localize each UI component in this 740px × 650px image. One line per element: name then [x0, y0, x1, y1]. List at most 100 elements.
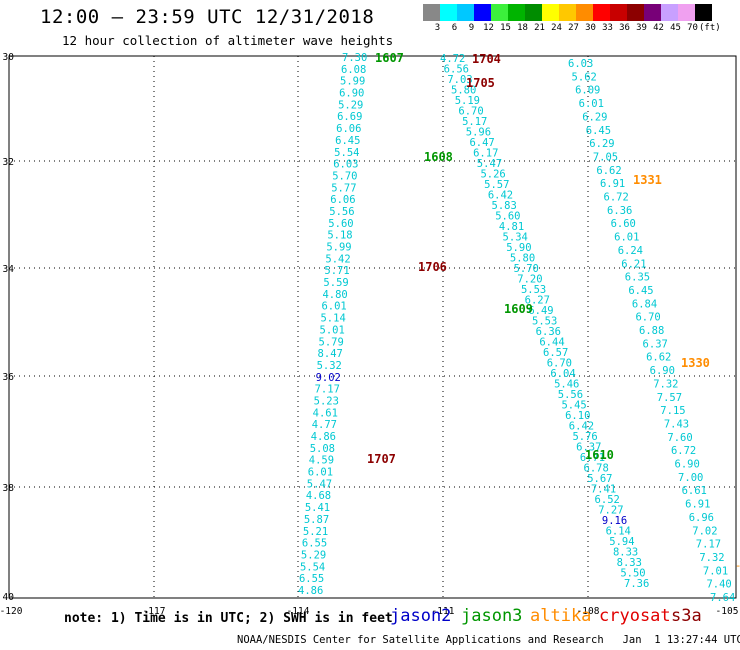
- swh-value-label: 5.62: [572, 71, 597, 83]
- swh-value-label: 6.04: [550, 368, 575, 380]
- color-scale-label: 15: [500, 23, 511, 33]
- color-scale-swatch: [525, 4, 542, 21]
- color-scale-label: 70: [687, 23, 698, 33]
- swh-value-label: 5.53: [521, 284, 546, 296]
- swh-value-label: 5.01: [320, 324, 345, 336]
- color-scale-label: 21: [534, 23, 545, 33]
- swh-value-label: 4.80: [322, 289, 347, 301]
- swh-value-label: 7.27: [598, 505, 623, 517]
- color-scale-label: 24: [551, 23, 562, 33]
- swh-value-label: 4.86: [311, 431, 336, 443]
- swh-value-label: 7.17: [315, 384, 340, 396]
- swh-value-label: 6.72: [671, 445, 696, 457]
- swh-value-label: 6.91: [600, 178, 625, 190]
- color-scale-label: 18: [517, 23, 528, 33]
- color-scale-swatch: [559, 4, 576, 21]
- swh-value-label: 6.72: [604, 192, 629, 204]
- swh-value-label: 6.27: [525, 295, 550, 307]
- pass-id-label: 1331: [633, 173, 662, 187]
- swh-value-label: 6.24: [618, 245, 643, 257]
- color-scale-label: 33: [602, 23, 613, 33]
- swh-value-label: 5.56: [558, 389, 583, 401]
- edge-mark: -: [735, 560, 740, 572]
- swh-value-label: 7.41: [591, 484, 616, 496]
- color-scale-label: 42: [653, 23, 664, 33]
- swh-value-label: 7.15: [660, 405, 685, 417]
- swh-value-label: 8.33: [613, 547, 638, 559]
- swh-value-label: 6.70: [458, 106, 483, 118]
- swh-value-label: 7.64: [710, 592, 735, 604]
- swh-value-label: 5.99: [326, 242, 351, 254]
- pass-id-label: 1609: [504, 302, 533, 316]
- swh-value-label: 5.08: [310, 443, 335, 455]
- swh-value-label: 6.01: [308, 467, 333, 479]
- swh-value-label: 6.44: [539, 337, 564, 349]
- pass-id-label: 1707: [367, 452, 396, 466]
- swh-value-label: 5.94: [609, 536, 634, 548]
- lon-tick-label: -114: [287, 606, 310, 617]
- swh-value-label: 5.60: [495, 211, 520, 223]
- swh-value-label: 6.70: [547, 358, 572, 370]
- color-scale-swatch: [491, 4, 508, 21]
- swh-value-label: 6.61: [682, 485, 707, 497]
- swh-value-label: 6.62: [646, 352, 671, 364]
- swh-value-label: 7.43: [664, 418, 689, 430]
- lon-tick-label: -108: [577, 606, 600, 617]
- legend-jason2: jason2: [390, 606, 452, 626]
- color-scale-swatch: [423, 4, 440, 21]
- swh-value-label: 5.32: [317, 360, 342, 372]
- swh-value-label: 5.57: [484, 179, 509, 191]
- swh-value-label: 6.03: [568, 58, 593, 70]
- lat-tick-label: 40: [3, 592, 15, 603]
- color-scale-swatch: [457, 4, 474, 21]
- swh-value-label: 6.35: [625, 272, 650, 284]
- pass-id-label: 1607: [375, 51, 404, 65]
- swh-value-label: 7.32: [653, 378, 678, 390]
- swh-value-label: 6.55: [299, 573, 324, 585]
- lat-tick-label: 34: [3, 264, 15, 275]
- swh-value-label: 5.17: [462, 116, 487, 128]
- color-scale-swatch: [474, 4, 491, 21]
- swh-value-label: 5.29: [338, 99, 363, 111]
- swh-value-label: 6.01: [321, 301, 346, 313]
- pass-id-label: 1610: [585, 448, 614, 462]
- color-scale-label: 36: [619, 23, 630, 33]
- swh-value-label: 5.71: [324, 265, 349, 277]
- swh-value-label: 5.83: [492, 200, 517, 212]
- swh-value-label: 6.45: [335, 135, 360, 147]
- swh-value-label: 6.42: [488, 190, 513, 202]
- color-scale-swatch: [610, 4, 627, 21]
- swh-value-label: 5.90: [506, 242, 531, 254]
- pass-id-label: 1608: [424, 150, 453, 164]
- lat-tick-label: 32: [3, 157, 14, 168]
- lon-tick-label: -105: [716, 606, 739, 617]
- swh-value-label: 6.90: [675, 459, 700, 471]
- swh-value-label: 6.06: [330, 194, 355, 206]
- lat-tick-label: 38: [3, 483, 15, 494]
- swh-value-label: 4.59: [309, 455, 334, 467]
- swh-value-label: 6.90: [650, 365, 675, 377]
- swh-value-label: 6.29: [589, 138, 614, 150]
- color-scale-swatch: [593, 4, 610, 21]
- swh-value-label: 6.52: [595, 494, 620, 506]
- swh-value-label: 7.40: [706, 579, 731, 591]
- swh-value-label: 5.70: [514, 263, 539, 275]
- swh-value-label: 6.37: [576, 442, 601, 454]
- swh-value-label: 6.45: [586, 125, 611, 137]
- swh-value-label: 7.02: [692, 525, 717, 537]
- swh-value-label: 7.01: [703, 565, 728, 577]
- swh-value-label: 5.34: [503, 232, 528, 244]
- legend-altika: altika: [530, 606, 592, 626]
- color-scale-unit: (ft): [699, 23, 721, 33]
- swh-value-label: 6.49: [528, 305, 553, 317]
- swh-value-label: 8.33: [617, 557, 642, 569]
- swh-value-label: 5.80: [510, 253, 535, 265]
- swh-value-label: 6.96: [689, 512, 714, 524]
- swh-value-label: 5.53: [532, 316, 557, 328]
- swh-value-label: 8.47: [318, 348, 343, 360]
- swh-value-label: 6.17: [473, 148, 498, 160]
- swh-value-label: 5.18: [327, 230, 352, 242]
- swh-value-label: 4.72: [440, 53, 465, 65]
- legend-jason3: jason3: [461, 606, 523, 626]
- swh-value-label: 6.37: [643, 338, 668, 350]
